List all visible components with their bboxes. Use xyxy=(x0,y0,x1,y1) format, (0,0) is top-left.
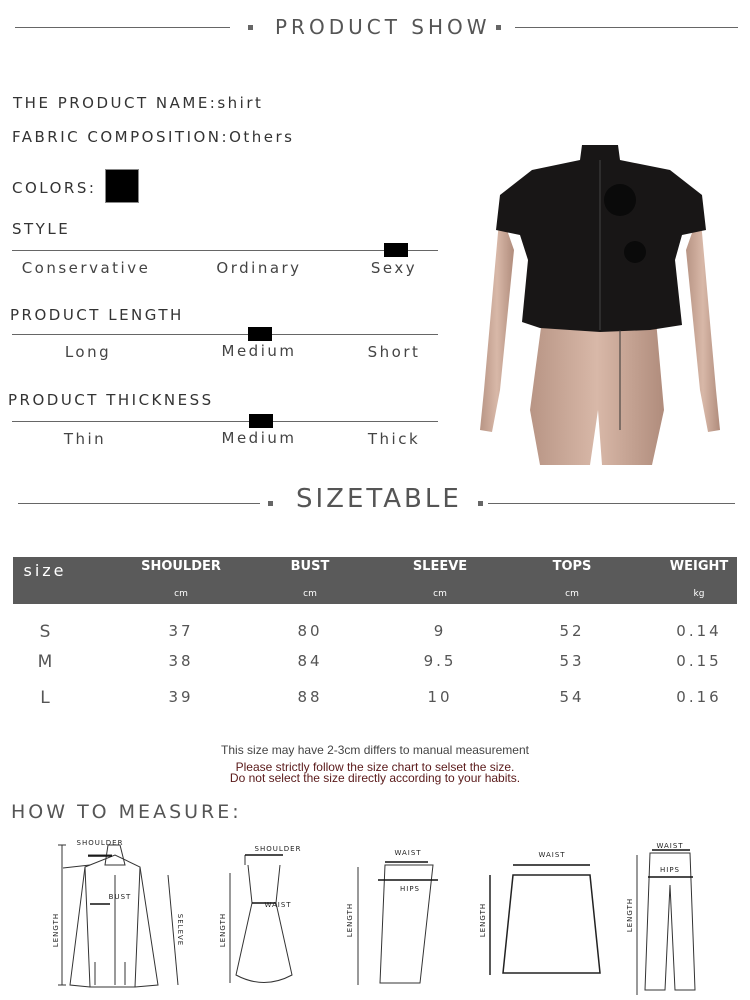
unit-label: cm xyxy=(433,589,447,599)
section-title-product-show: PRODUCT SHOW xyxy=(275,15,491,39)
table-cell: 37 xyxy=(168,622,194,640)
scale-track xyxy=(12,334,438,335)
table-cell: 0.16 xyxy=(676,688,722,706)
label-shoulder: SHOULDER xyxy=(77,839,124,847)
size-table-header xyxy=(13,557,737,604)
label-length: LENGTH xyxy=(346,903,354,937)
column-header-size: size xyxy=(23,561,67,580)
scale-track xyxy=(12,421,438,422)
table-cell: 84 xyxy=(297,652,323,670)
table-cell: 39 xyxy=(168,688,194,706)
table-cell: 10 xyxy=(427,688,453,706)
size-label: S xyxy=(39,622,51,642)
divider xyxy=(515,27,738,28)
scale-title-length: PRODUCT LENGTH xyxy=(10,306,184,324)
column-header-weight: WEIGHT xyxy=(669,559,729,574)
column-header-sleeve: SLEEVE xyxy=(412,559,468,574)
label-waist: WAIST xyxy=(264,901,291,909)
size-warning: Do not select the size directly accordin… xyxy=(229,771,521,785)
table-cell: 9 xyxy=(433,622,447,640)
scale-option: Ordinary xyxy=(216,259,302,277)
scale-track xyxy=(12,250,438,251)
table-cell: 0.15 xyxy=(676,652,722,670)
unit-label: kg xyxy=(693,589,705,599)
table-cell: 88 xyxy=(297,688,323,706)
label-sleeve: SELEVE xyxy=(176,914,184,946)
divider xyxy=(488,503,735,504)
label-length: LENGTH xyxy=(52,913,60,947)
section-title-how-to-measure: HOW TO MEASURE: xyxy=(11,801,242,823)
label-bust: BUST xyxy=(109,893,132,901)
label-hips: HIPS xyxy=(660,866,680,874)
size-label: L xyxy=(40,688,50,708)
divider xyxy=(15,27,230,28)
divider-dot xyxy=(248,25,253,30)
scale-title-thickness: PRODUCT THICKNESS xyxy=(8,391,214,409)
scale-marker-thickness xyxy=(249,414,273,428)
scale-option: Medium xyxy=(221,429,297,447)
product-name-value: shirt xyxy=(217,94,264,112)
color-swatch-black xyxy=(105,169,139,203)
product-name: THE PRODUCT NAME:shirt xyxy=(13,94,263,112)
table-cell: 54 xyxy=(559,688,585,706)
table-cell: 38 xyxy=(168,652,194,670)
unit-label: cm xyxy=(174,589,188,599)
column-header-bust: BUST xyxy=(290,559,330,574)
label-waist: WAIST xyxy=(656,842,683,850)
table-cell: 9.5 xyxy=(423,652,457,670)
label-hips: HIPS xyxy=(400,885,420,893)
scale-option: Thin xyxy=(63,430,107,448)
divider-dot xyxy=(496,25,501,30)
scale-marker-length xyxy=(248,327,272,341)
unit-label: cm xyxy=(303,589,317,599)
unit-label: cm xyxy=(565,589,579,599)
divider-dot xyxy=(268,501,273,506)
label-waist: WAIST xyxy=(538,851,565,859)
scale-marker-style xyxy=(384,243,408,257)
product-name-label: THE PRODUCT NAME: xyxy=(13,94,218,112)
table-cell: 52 xyxy=(559,622,585,640)
scale-option: Short xyxy=(367,343,421,361)
label-length: LENGTH xyxy=(479,903,487,937)
table-cell: 80 xyxy=(297,622,323,640)
fabric-composition: FABRIC COMPOSITION:Others xyxy=(12,128,294,146)
product-photo xyxy=(480,145,720,465)
measurement-note: This size may have 2-3cm differs to manu… xyxy=(221,743,529,757)
table-cell: 53 xyxy=(559,652,585,670)
colors-label: COLORS: xyxy=(12,179,97,197)
scale-option: Conservative xyxy=(21,259,151,277)
scale-option: Thick xyxy=(367,430,421,448)
label-length: LENGTH xyxy=(219,913,227,947)
fabric-value: Others xyxy=(229,128,295,146)
column-header-tops: TOPS xyxy=(552,559,592,574)
size-label: M xyxy=(37,652,53,672)
divider-dot xyxy=(478,501,483,506)
table-cell: 0.14 xyxy=(676,622,722,640)
fabric-label: FABRIC COMPOSITION: xyxy=(12,128,230,146)
column-header-shoulder: SHOULDER xyxy=(141,559,221,574)
scale-option: Long xyxy=(64,343,112,361)
section-title-sizetable: SIZETABLE xyxy=(296,484,462,514)
label-length: LENGTH xyxy=(626,898,634,932)
scale-option: Sexy xyxy=(370,259,418,277)
size-warning: Please strictly follow the size chart to… xyxy=(235,760,515,774)
label-shoulder: SHOULDER xyxy=(255,845,302,853)
label-waist: WAIST xyxy=(394,849,421,857)
scale-title-style: STYLE xyxy=(12,220,71,238)
measure-diagrams: SHOULDER BUST LENGTH SELEVE SHOULDER WAI… xyxy=(52,839,696,995)
scale-option: Medium xyxy=(221,342,297,360)
divider xyxy=(18,503,260,504)
